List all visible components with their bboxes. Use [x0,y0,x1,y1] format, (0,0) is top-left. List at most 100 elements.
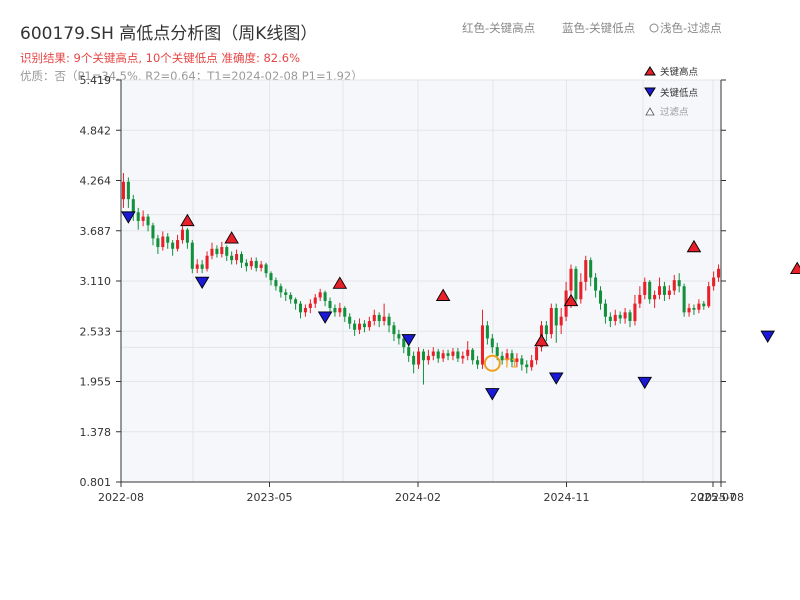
candle-body [500,355,504,361]
key-low-marker [760,330,776,344]
candle-body [608,316,612,322]
key-high-marker [224,231,239,244]
candle-body [417,351,421,365]
t1-label: T1 [502,356,518,370]
t1-circle [483,354,501,372]
candle-body [235,254,239,261]
candle-body [244,262,248,267]
candle-body [510,353,514,362]
candle-body [121,181,125,200]
chart-title: 600179.SH 高低点分析图（周K线图） [20,24,317,44]
candle-body [318,292,322,298]
candle-body [141,216,145,221]
candle-body [569,268,573,291]
candle-body [471,349,475,361]
candle-body [176,240,180,249]
candle-body [362,323,366,328]
candle-body [613,314,617,322]
candle-body [603,303,607,317]
candle-body [653,294,657,300]
key-high-marker [534,333,549,347]
candle-body [515,358,519,362]
candle-body [358,323,362,330]
candle-body [215,248,219,255]
candle-body [594,277,598,291]
top-legend-blue: 蓝色-关键低点 [562,21,635,35]
candle-body [161,236,165,248]
candle-body [441,353,445,359]
candle-body [712,277,716,287]
candle-body [702,303,706,307]
candle-body [628,312,632,322]
candle-body [658,286,662,295]
candle-body [559,316,563,326]
candle-body [166,236,170,243]
x-tick-label: 2025-08 [698,491,744,504]
candle-body [402,338,406,348]
key-low-marker [485,388,500,401]
y-tick-label: 5.419 [80,74,112,87]
x-tick-label: 2023-05 [247,491,293,504]
candle-body [298,303,303,313]
candle-body [717,268,721,278]
candles [121,173,721,385]
candle-body [662,286,666,295]
legend-filtered-label: 过滤点 [660,106,689,118]
y-tick-label: 3.110 [80,275,112,288]
candle-body [190,242,194,269]
candle-body [126,181,130,200]
candle-body [456,351,460,359]
key-high-marker [332,276,348,289]
candle-body [254,260,258,268]
y-tick-label: 2.533 [80,325,112,338]
candle-body [648,281,652,300]
x-tick-label: 2022-08 [98,491,144,504]
candle-body [156,238,160,248]
key-high-marker [435,288,451,301]
candle-body [530,360,534,368]
candle-body [466,349,470,356]
candle-body [230,255,234,261]
candle-body [200,264,204,269]
candle-body [598,290,603,304]
filtered-legend-icon [645,107,655,116]
key-high-marker [180,213,195,227]
y-tick-label: 4.264 [80,175,112,188]
high-legend-icon [644,66,656,76]
candle-body [289,294,293,300]
key-high-marker [686,239,702,253]
axes: 0.801 1.378 1.955 2.533 3.110 3.687 4.264 4.842… [80,74,744,504]
candle-body [284,292,288,295]
candle-body [436,351,440,359]
candle-body [407,347,411,356]
candle-body [451,351,455,356]
candle-body [421,351,425,361]
light-point-icon [649,23,659,33]
candle-body [677,280,681,287]
candle-body [353,323,357,330]
candle-body [131,199,135,213]
key-low-marker [194,276,210,290]
markers: T1 [121,211,800,401]
candle-body [495,347,499,356]
candle-body [333,307,337,313]
candle-body [136,212,140,221]
y-tick-label: 4.842 [80,124,112,137]
candle-body [682,286,686,313]
candle-body [633,303,637,322]
candle-body [205,255,209,269]
key-low-marker [637,376,653,390]
candle-body [554,307,558,326]
candle-body [589,260,593,278]
candle-body [461,355,465,359]
candle-body [544,325,548,335]
candle-body [397,334,401,339]
candle-body [692,307,696,310]
candle-body [338,307,342,313]
key-low-marker [401,334,416,347]
candle-body [549,307,553,335]
candle-body [697,303,701,310]
top-legend-light: 浅色-过滤点 [660,21,722,35]
candle-body [382,316,386,322]
